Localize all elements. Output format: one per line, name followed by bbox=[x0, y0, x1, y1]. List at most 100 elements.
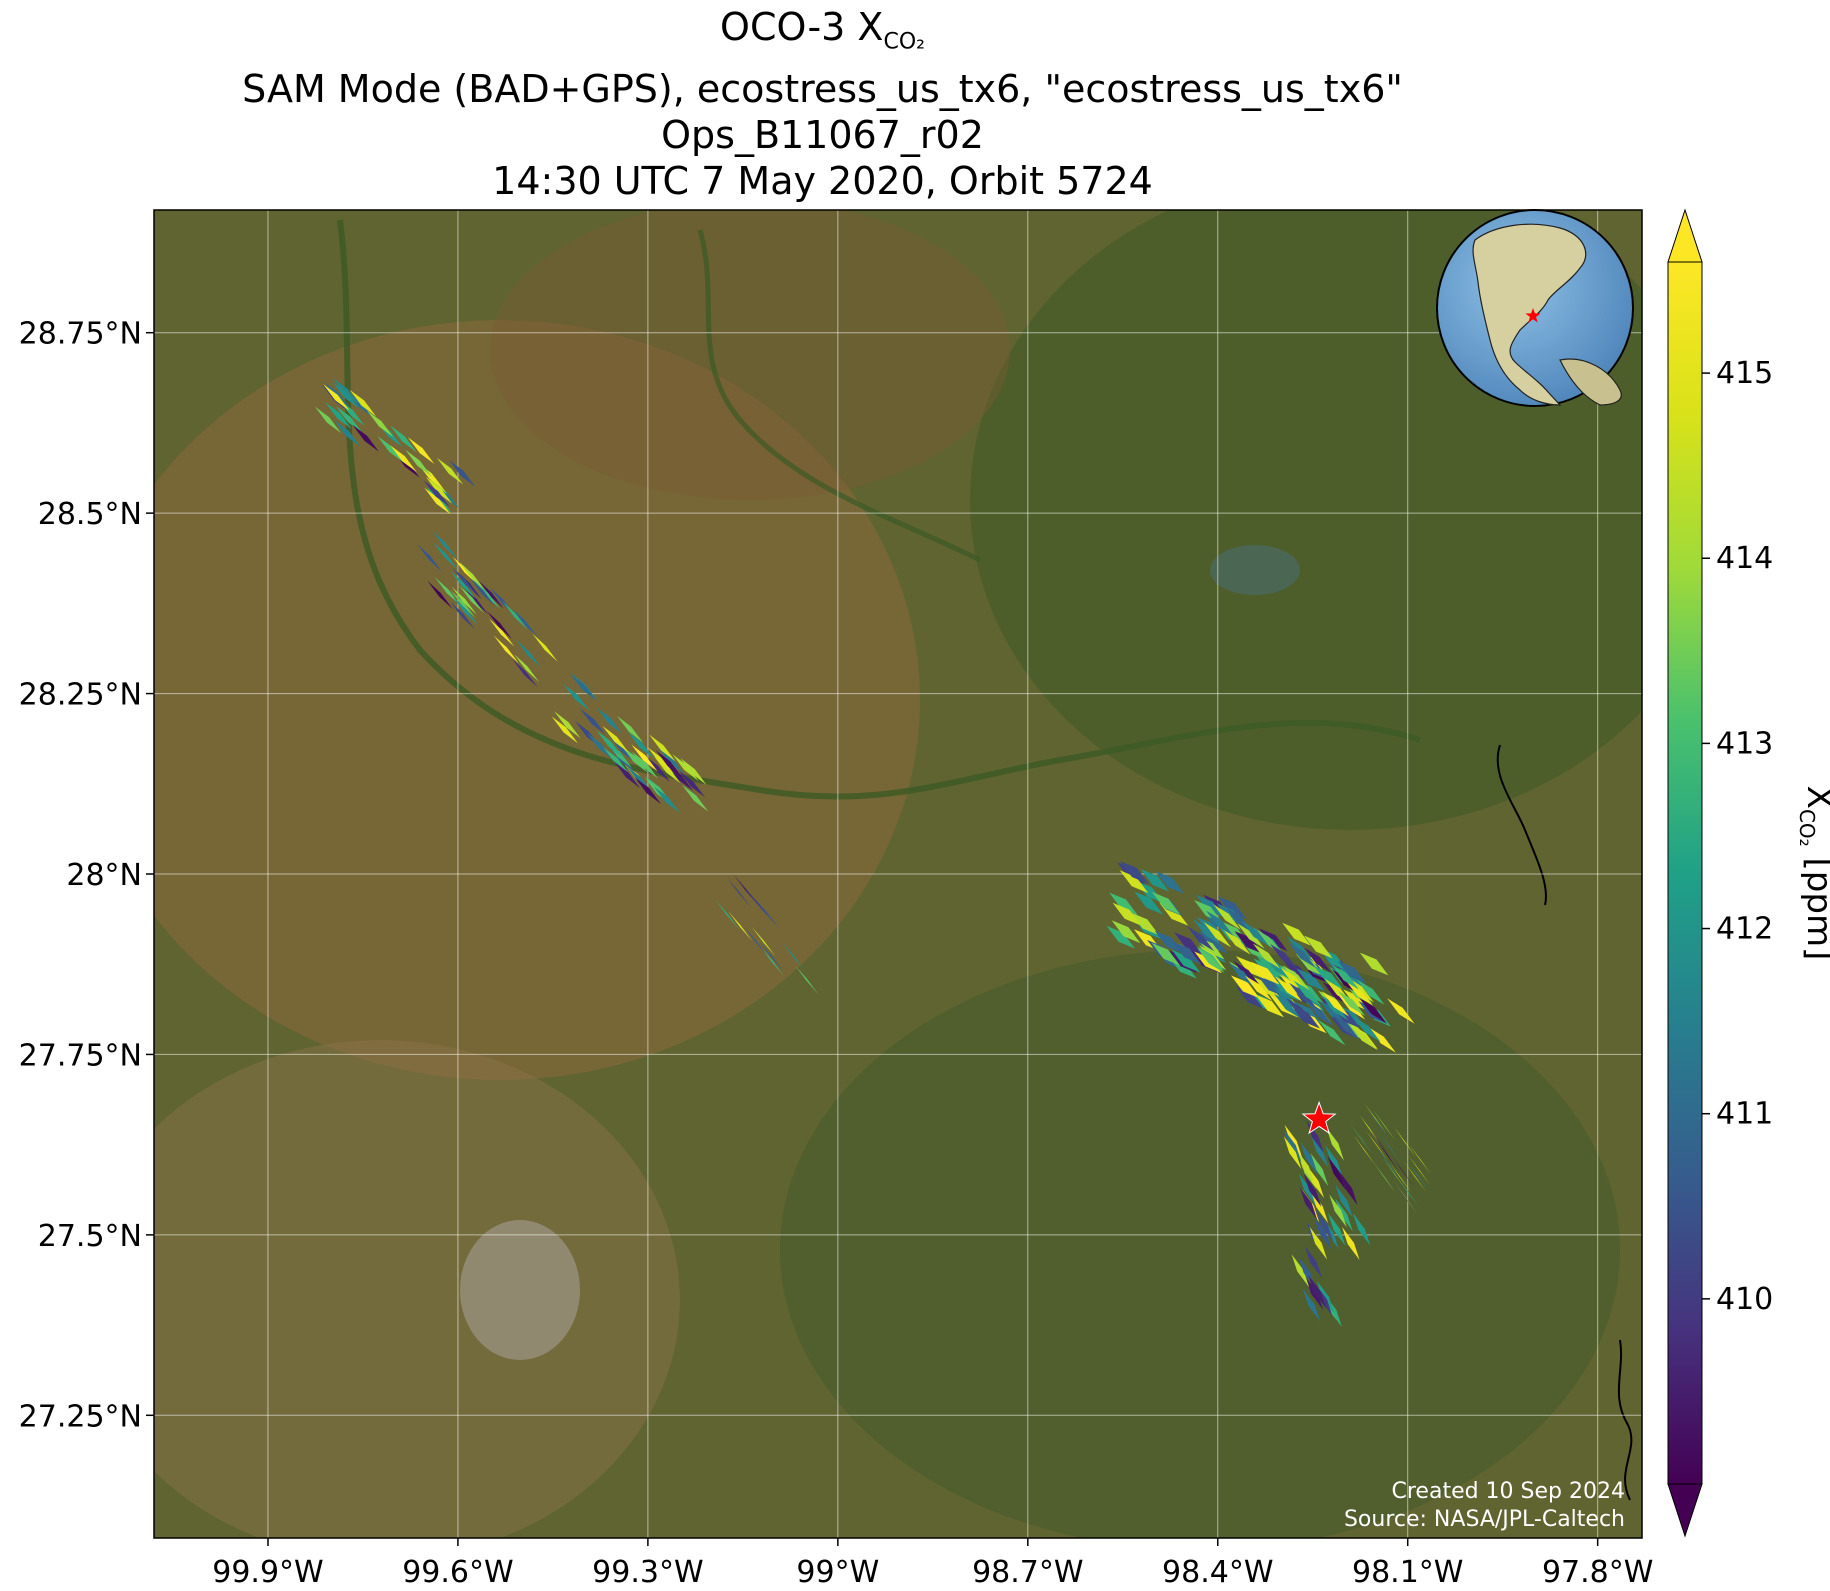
longitude-tick-labels: 99.9°W 99.6°W 99.3°W 99°W 98.7°W 98.4°W 98.1°W… bbox=[212, 1538, 1653, 1590]
sounding-footprint bbox=[352, 425, 379, 452]
sounding-footprint bbox=[1368, 1111, 1391, 1142]
sounding-footprint bbox=[448, 459, 476, 487]
sounding-footprint bbox=[554, 711, 581, 739]
sounding-footprint bbox=[377, 435, 404, 463]
sounding-footprint bbox=[1409, 1144, 1432, 1175]
created-note: Created 10 Sep 2024 bbox=[1392, 1479, 1626, 1504]
sounding-footprint bbox=[478, 580, 504, 609]
sounding-footprint bbox=[1151, 891, 1181, 915]
title-line-3: Ops_B11067_r02 bbox=[661, 112, 984, 157]
sounding-footprint bbox=[1389, 1162, 1412, 1194]
globe-landmass bbox=[1559, 358, 1622, 406]
sounding-footprint bbox=[780, 940, 805, 971]
sounding-footprint bbox=[1396, 1176, 1420, 1208]
sounding-footprint bbox=[1359, 997, 1387, 1024]
sounding-footprint bbox=[1255, 994, 1284, 1018]
sounding-footprint bbox=[631, 744, 658, 772]
sounding-footprint bbox=[643, 755, 671, 782]
sounding-footprint bbox=[794, 965, 819, 995]
sounding-footprint bbox=[432, 530, 458, 559]
sounding-footprint bbox=[1376, 1146, 1399, 1178]
sounding-footprint bbox=[1195, 894, 1225, 918]
sounding-footprint bbox=[1252, 943, 1281, 969]
sounding-footprint bbox=[657, 746, 684, 774]
terrain-patch bbox=[780, 950, 1620, 1538]
sounding-footprint bbox=[1318, 1020, 1346, 1046]
chart-title: OCO-3 XCO₂ SAM Mode (BAD+GPS), ecostress… bbox=[140, 4, 1505, 204]
sounding-footprint bbox=[1245, 975, 1273, 1001]
sounding-footprint bbox=[1228, 962, 1256, 988]
sounding-footprint bbox=[390, 425, 417, 453]
sounding-footprint bbox=[1174, 932, 1203, 955]
sounding-footprint bbox=[678, 770, 706, 798]
lat-tick-label: 27.25°N bbox=[19, 1399, 142, 1434]
sounding-footprint bbox=[563, 683, 590, 711]
sounding-footprint bbox=[1203, 922, 1232, 948]
sounding-footprint bbox=[1134, 891, 1163, 915]
sounding-footprint bbox=[405, 449, 432, 477]
sounding-footprint bbox=[335, 406, 363, 433]
terrain-patch bbox=[154, 320, 920, 1080]
sounding-footprint bbox=[751, 926, 776, 957]
sounding-footprint bbox=[425, 476, 453, 504]
sounding-footprint bbox=[1304, 947, 1332, 973]
sounding-footprint bbox=[1317, 1280, 1335, 1314]
inset-globe bbox=[1436, 209, 1634, 407]
sounding-footprint bbox=[1270, 943, 1298, 970]
sounding-footprint bbox=[427, 580, 453, 609]
sounding-footprint bbox=[1337, 990, 1366, 1016]
sounding-footprint bbox=[1368, 1027, 1396, 1053]
sounding-footprint bbox=[1109, 892, 1138, 916]
sounding-footprint bbox=[715, 900, 740, 930]
sounding-footprint bbox=[486, 610, 512, 639]
sounding-footprint bbox=[515, 639, 542, 668]
sounding-footprint bbox=[513, 654, 540, 683]
sounding-footprint bbox=[493, 635, 519, 664]
sounding-footprint bbox=[616, 715, 644, 743]
sounding-footprint bbox=[1391, 1155, 1414, 1186]
sounding-footprint bbox=[1230, 975, 1260, 999]
sounding-footprint bbox=[653, 786, 681, 814]
sounding-footprint bbox=[1335, 1198, 1353, 1232]
lake bbox=[1210, 545, 1300, 595]
sounding-footprint bbox=[1352, 1212, 1371, 1246]
sounding-footprint bbox=[1296, 968, 1326, 992]
sounding-footprint bbox=[631, 751, 658, 779]
sounding-footprint bbox=[1314, 966, 1343, 990]
sounding-footprint bbox=[349, 389, 377, 417]
sounding-footprint bbox=[1304, 935, 1333, 959]
sounding-footprint bbox=[649, 734, 676, 762]
sounding-footprint bbox=[551, 716, 578, 744]
sounding-footprint bbox=[1383, 1158, 1406, 1190]
sounding-footprint bbox=[1406, 1160, 1430, 1192]
lat-tick-label: 28.5°N bbox=[38, 497, 142, 532]
sounding-footprint bbox=[1284, 1124, 1303, 1158]
sounding-footprint bbox=[1325, 1145, 1343, 1179]
sounding-footprint bbox=[1299, 1186, 1318, 1220]
latitude-tick-labels: 28.75°N 28.5°N 28.25°N 28°N 27.75°N 27.5°N 27.… bbox=[19, 317, 154, 1434]
sounding-footprint bbox=[570, 674, 597, 701]
sounding-footprint bbox=[1237, 923, 1265, 949]
sounding-footprint bbox=[451, 586, 477, 615]
sounding-footprint bbox=[1315, 1208, 1334, 1242]
sounding-footprint bbox=[1235, 956, 1265, 979]
sounding-footprint bbox=[323, 384, 350, 411]
sounding-footprint bbox=[1151, 942, 1181, 966]
sounding-footprint bbox=[655, 750, 683, 778]
sounding-footprint bbox=[333, 378, 360, 405]
sounding-footprint bbox=[1283, 1136, 1302, 1170]
lat-tick-label: 28.25°N bbox=[19, 678, 142, 713]
sounding-footprint bbox=[672, 754, 699, 781]
sounding-footprint bbox=[1289, 982, 1317, 1008]
sounding-footprint bbox=[1368, 1126, 1391, 1158]
sounding-footprint bbox=[634, 777, 662, 805]
sounding-footprint bbox=[1273, 993, 1302, 1019]
sounding-footprint bbox=[1404, 1161, 1427, 1193]
sounding-footprint bbox=[1340, 1172, 1358, 1206]
sounding-footprint bbox=[1186, 925, 1215, 952]
sounding-footprint bbox=[1171, 949, 1201, 973]
sounding-footprint bbox=[1285, 997, 1314, 1024]
river bbox=[337, 219, 1421, 800]
sounding-footprint bbox=[1353, 1016, 1381, 1042]
